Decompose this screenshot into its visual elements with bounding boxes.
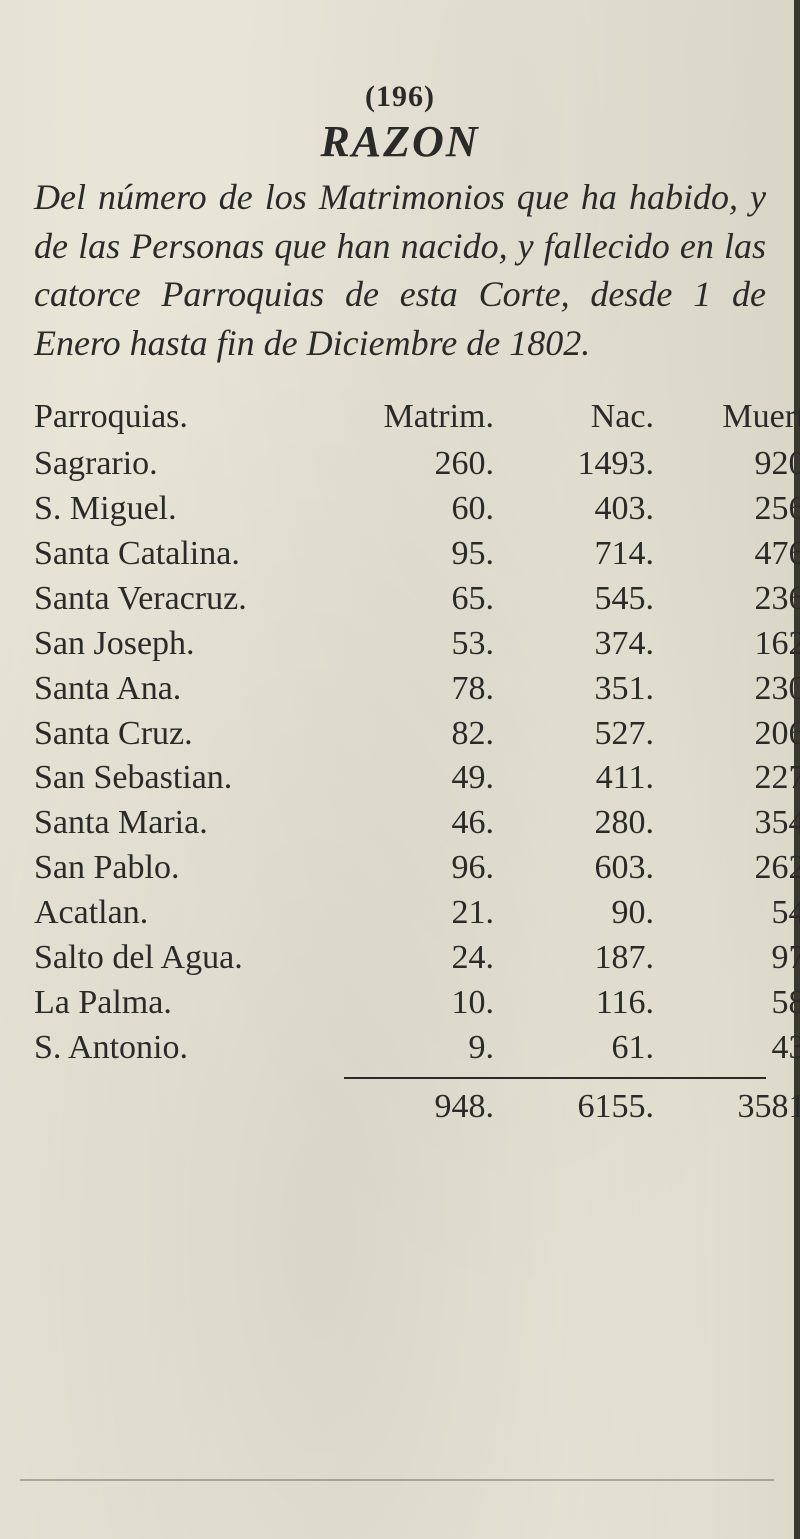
cell-nac: 374. [504,622,664,667]
table-row: S. Miguel. 60. 403. 256. [34,487,766,532]
cell-nac: 411. [504,756,664,801]
table-row: Santa Veracruz. 65. 545. 236. [34,577,766,622]
cell-matrim: 21. [344,891,504,936]
table-row: Santa Maria. 46. 280. 354. [34,801,766,846]
table-row: San Pablo. 96. 603. 262. [34,846,766,891]
cell-matrim: 65. [344,577,504,622]
cell-muert: 236. [664,577,800,622]
cell-name: San Sebastian. [34,756,344,801]
table-row: Santa Ana. 78. 351. 230. [34,667,766,712]
cell-matrim: 46. [344,801,504,846]
intro-paragraph: Del número de los Matrimonios que ha hab… [34,173,766,367]
header-parroquias: Parroquias. [34,395,344,440]
cell-nac: 1493. [504,442,664,487]
cell-name: S. Antonio. [34,1026,344,1071]
cell-name: Santa Maria. [34,801,344,846]
cell-nac: 545. [504,577,664,622]
header-nac: Nac. [504,395,664,440]
cell-name: San Pablo. [34,846,344,891]
cell-name: La Palma. [34,981,344,1026]
scanned-page: (196) RAZON Del número de los Matrimonio… [0,0,800,1539]
cell-nac: 351. [504,667,664,712]
table-row: La Palma. 10. 116. 58. [34,981,766,1026]
cell-muert: 476. [664,532,800,577]
cell-name: S. Miguel. [34,487,344,532]
cell-nac: 116. [504,981,664,1026]
cell-nac: 527. [504,712,664,757]
cell-nac: 403. [504,487,664,532]
cell-name: San Joseph. [34,622,344,667]
parish-table: Parroquias. Matrim. Nac. Muert. Sagrario… [34,395,766,1129]
cell-nac: 61. [504,1026,664,1071]
cell-nac: 714. [504,532,664,577]
totals-rule [344,1077,766,1079]
table-row: Acatlan. 21. 90. 54. [34,891,766,936]
cell-name: Sagrario. [34,442,344,487]
cell-name: Salto del Agua. [34,936,344,981]
cell-muert: 162. [664,622,800,667]
cell-name: Santa Veracruz. [34,577,344,622]
cell-matrim: 78. [344,667,504,712]
cell-matrim: 9. [344,1026,504,1071]
total-muert: 3581. [664,1085,800,1130]
cell-muert: 227. [664,756,800,801]
table-row: Santa Catalina. 95. 714. 476. [34,532,766,577]
cell-muert: 206. [664,712,800,757]
table-row: Sagrario. 260. 1493. 920. [34,442,766,487]
cell-matrim: 260. [344,442,504,487]
cell-matrim: 95. [344,532,504,577]
table-row: S. Antonio. 9. 61. 43. [34,1026,766,1071]
table-row: San Joseph. 53. 374. 162. [34,622,766,667]
cell-muert: 262. [664,846,800,891]
cell-matrim: 49. [344,756,504,801]
cell-nac: 603. [504,846,664,891]
cell-muert: 354. [664,801,800,846]
cell-muert: 230. [664,667,800,712]
table-total-row: 948. 6155. 3581. [34,1085,766,1130]
cell-muert: 920. [664,442,800,487]
cell-matrim: 10. [344,981,504,1026]
cell-name: Santa Catalina. [34,532,344,577]
header-matrim: Matrim. [344,395,504,440]
cell-nac: 90. [504,891,664,936]
cell-name: Santa Cruz. [34,712,344,757]
cell-matrim: 60. [344,487,504,532]
cell-nac: 280. [504,801,664,846]
cell-muert: 58. [664,981,800,1026]
cell-muert: 43. [664,1026,800,1071]
total-matrim: 948. [344,1085,504,1130]
cell-name: Acatlan. [34,891,344,936]
cell-matrim: 96. [344,846,504,891]
cell-matrim: 82. [344,712,504,757]
table-row: Salto del Agua. 24. 187. 97. [34,936,766,981]
cell-muert: 97. [664,936,800,981]
table-header-row: Parroquias. Matrim. Nac. Muert. [34,395,766,440]
table-row: San Sebastian. 49. 411. 227. [34,756,766,801]
cell-name: Santa Ana. [34,667,344,712]
total-nac: 6155. [504,1085,664,1130]
cell-nac: 187. [504,936,664,981]
header-muert: Muert. [664,395,800,440]
cell-matrim: 24. [344,936,504,981]
page-title: RAZON [34,116,766,167]
bottom-rule [20,1479,774,1481]
table-row: Santa Cruz. 82. 527. 206. [34,712,766,757]
cell-muert: 256. [664,487,800,532]
cell-muert: 54. [664,891,800,936]
cell-matrim: 53. [344,622,504,667]
page-number: (196) [34,80,766,114]
